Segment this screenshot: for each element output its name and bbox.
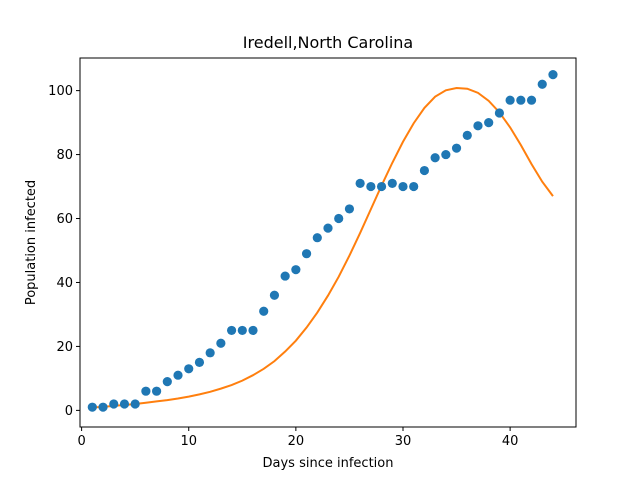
y-tick-label: 40 [56,276,73,291]
data-point [505,95,515,105]
data-point [280,271,290,281]
x-axis-label: Days since infection [263,456,394,471]
data-point [473,121,483,131]
data-point [494,108,504,118]
data-point [269,290,280,300]
data-point [441,149,451,160]
data-point [119,399,130,409]
y-axis: 0 20 40 60 80 100 [48,84,80,419]
data-point [355,178,365,188]
y-axis-label: Population infected [24,180,39,305]
data-point [152,386,162,396]
y-tick-label: 0 [65,404,73,419]
data-point [419,165,430,176]
x-axis: 0 10 20 30 40 [77,427,518,449]
plot-area [87,70,558,412]
data-point [366,181,376,192]
data-point [312,233,322,243]
y-tick-label: 60 [56,212,73,227]
data-point [226,325,237,336]
y-tick-label: 100 [48,84,73,99]
data-point [141,386,151,396]
data-point [162,376,172,387]
y-tick-label: 80 [56,148,73,163]
data-point [398,181,408,192]
data-point [237,325,247,336]
y-tick-label: 20 [56,340,73,355]
axes-frame [79,57,577,428]
data-point [259,306,269,316]
data-point [344,204,355,214]
data-point [216,338,226,348]
data-point [291,265,301,275]
data-point [184,364,194,374]
data-point [462,130,472,140]
data-point [334,213,344,224]
chart-title: Iredell,North Carolina [243,33,413,52]
data-point [87,402,97,412]
data-point [173,370,183,380]
data-point [98,402,108,412]
data-point [548,70,558,80]
data-point [484,117,494,128]
data-point [194,357,205,368]
data-point [248,325,258,336]
data-point [451,143,462,153]
x-tick-label: 20 [288,434,305,449]
data-point [387,178,397,188]
data-point [409,181,419,192]
data-point [516,95,526,105]
x-tick-label: 30 [395,434,412,449]
x-tick-label: 0 [77,434,85,449]
data-point [130,399,140,409]
data-point [376,181,387,192]
x-tick-label: 40 [502,434,519,449]
data-point [323,223,333,233]
data-point [205,348,215,358]
data-point [301,249,312,259]
x-tick-label: 10 [180,434,197,449]
fit-curve-line [92,87,554,409]
data-point [109,399,119,409]
data-point [430,153,440,163]
data-point [537,79,547,89]
data-point [526,95,537,105]
